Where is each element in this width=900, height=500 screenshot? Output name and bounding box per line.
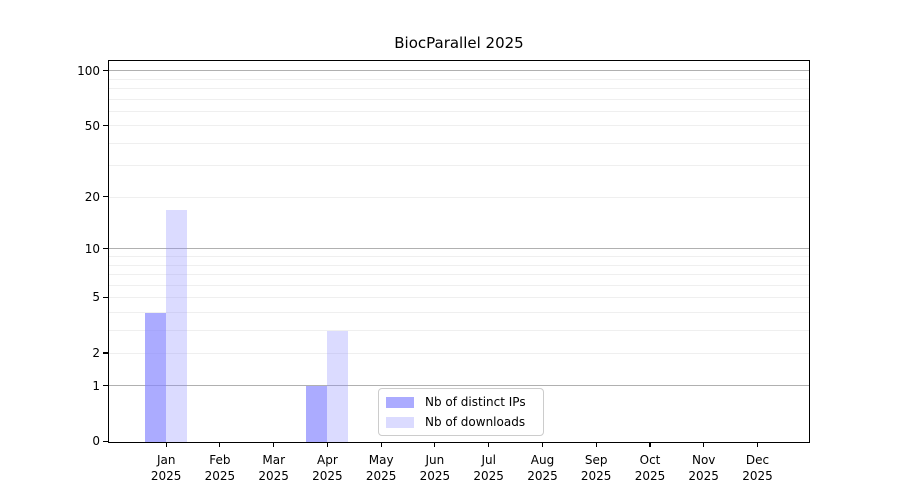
- y-tick-mark-50: [103, 124, 108, 127]
- legend-swatch-distinct-ips: [386, 396, 414, 408]
- x-tick-month-nov: Nov: [691, 453, 716, 467]
- gridline-minor-7: [109, 274, 809, 275]
- x-tick-mark-nov: [703, 442, 705, 448]
- x-tick-year-feb: 2025: [204, 469, 236, 483]
- x-tick-month-apr: Apr: [317, 453, 338, 467]
- legend: Nb of distinct IPs Nb of downloads: [378, 388, 544, 436]
- x-tick-year-dec: 2025: [742, 469, 773, 483]
- x-tick-month-jan: Jan: [156, 453, 176, 467]
- gridline-minor-3: [109, 329, 809, 331]
- x-tick-month-oct: Oct: [639, 453, 661, 467]
- y-tick-label-10: 10: [84, 241, 100, 256]
- y-tick-label-5: 5: [92, 290, 100, 305]
- x-tick-mark-may: [380, 442, 382, 448]
- y-tick-mark-1: [103, 384, 108, 387]
- x-tick-month-jun: Jun: [425, 453, 445, 467]
- legend-swatch-downloads: [386, 416, 414, 428]
- x-tick-year-jan: 2025: [150, 469, 182, 483]
- gridline-minor-2: [109, 352, 809, 354]
- x-tick-mark-sep: [595, 442, 597, 448]
- gridline-minor-50: [109, 125, 809, 127]
- y-tick-mark-5: [103, 296, 108, 298]
- y-tick-label-20: 20: [84, 189, 100, 204]
- x-tick-label-dec: Dec 2025: [730, 452, 786, 484]
- gridline-minor-6: [109, 284, 809, 286]
- x-tick-month-feb: Feb: [209, 453, 231, 467]
- gridline-minor-8: [109, 264, 809, 266]
- x-tick-year-nov: 2025: [688, 469, 719, 483]
- x-tick-year-aug: 2025: [527, 469, 558, 483]
- x-tick-mark-jul: [488, 442, 490, 448]
- x-tick-label-jun: Jun 2025: [407, 452, 463, 484]
- x-tick-month-may: May: [368, 453, 394, 467]
- legend-item-downloads: Nb of downloads: [386, 412, 536, 432]
- gridline-major-100: [109, 70, 809, 72]
- gridline-minor-5: [109, 297, 809, 299]
- x-tick-month-sep: Sep: [584, 453, 608, 467]
- gridline-minor-80: [109, 88, 809, 90]
- x-tick-mark-apr: [326, 442, 328, 448]
- y-tick-mark-2: [103, 352, 108, 354]
- x-tick-month-jul: Jul: [481, 453, 496, 467]
- x-tick-label-feb: Feb 2025: [192, 452, 248, 484]
- x-tick-year-apr: 2025: [312, 469, 343, 483]
- bar-distinct-ips-apr: [306, 386, 328, 442]
- x-tick-year-jul: 2025: [473, 469, 504, 483]
- x-tick-mark-oct: [649, 442, 651, 448]
- x-tick-year-oct: 2025: [634, 469, 666, 483]
- legend-item-distinct-ips: Nb of distinct IPs: [386, 392, 536, 412]
- y-tick-label-0: 0: [92, 434, 100, 449]
- y-tick-mark-100: [103, 70, 108, 72]
- x-tick-mark-feb: [219, 442, 221, 448]
- y-tick-mark-20: [103, 196, 108, 198]
- x-tick-mark-jun: [434, 442, 436, 448]
- x-tick-month-aug: Aug: [530, 453, 555, 467]
- x-tick-label-apr: Apr 2025: [299, 452, 355, 484]
- x-tick-mark-dec: [756, 442, 759, 448]
- gridline-minor-60: [109, 110, 809, 112]
- y-tick-label-1: 1: [92, 378, 100, 393]
- x-tick-label-nov: Nov 2025: [676, 452, 732, 484]
- chart-title: BiocParallel 2025: [394, 34, 524, 52]
- gridline-minor-90: [109, 78, 809, 80]
- legend-label-downloads: Nb of downloads: [425, 415, 526, 429]
- gridline-minor-40: [109, 142, 809, 144]
- x-tick-label-mar: Mar 2025: [246, 452, 302, 484]
- gridline-major-1: [109, 385, 809, 387]
- y-tick-label-50: 50: [84, 118, 100, 133]
- x-tick-label-jul: Jul 2025: [461, 452, 517, 484]
- y-tick-label-100: 100: [77, 63, 100, 78]
- bar-downloads-jan: [166, 209, 187, 442]
- x-tick-label-may: May 2025: [353, 452, 409, 484]
- bar-distinct-ips-jan: [145, 312, 166, 442]
- x-tick-mark-aug: [541, 442, 544, 448]
- x-tick-label-jan: Jan 2025: [138, 452, 194, 484]
- gridline-minor-20: [109, 196, 809, 198]
- x-tick-year-sep: 2025: [580, 469, 612, 483]
- gridline-minor-30: [109, 165, 809, 167]
- bar-downloads-apr: [327, 330, 349, 442]
- plot-area: [108, 60, 810, 443]
- gridline-minor-70: [109, 98, 809, 100]
- x-tick-year-mar: 2025: [258, 469, 289, 483]
- x-tick-label-aug: Aug 2025: [515, 452, 571, 484]
- gridline-major-10: [109, 248, 809, 250]
- x-tick-year-may: 2025: [365, 469, 397, 483]
- y-tick-mark-10: [103, 248, 108, 250]
- x-tick-year-jun: 2025: [419, 469, 451, 483]
- y-tick-mark-0: [103, 440, 108, 442]
- gridline-minor-9: [109, 256, 809, 258]
- x-tick-label-oct: Oct 2025: [622, 452, 678, 484]
- x-tick-month-mar: Mar: [262, 453, 285, 467]
- legend-label-distinct-ips: Nb of distinct IPs: [425, 395, 526, 409]
- y-tick-label-2: 2: [92, 346, 100, 360]
- x-tick-mark-jan: [165, 442, 167, 448]
- x-tick-mark-mar: [273, 442, 275, 448]
- x-tick-month-dec: Dec: [745, 453, 770, 467]
- gridline-minor-4: [109, 311, 809, 313]
- x-tick-label-sep: Sep 2025: [568, 452, 624, 484]
